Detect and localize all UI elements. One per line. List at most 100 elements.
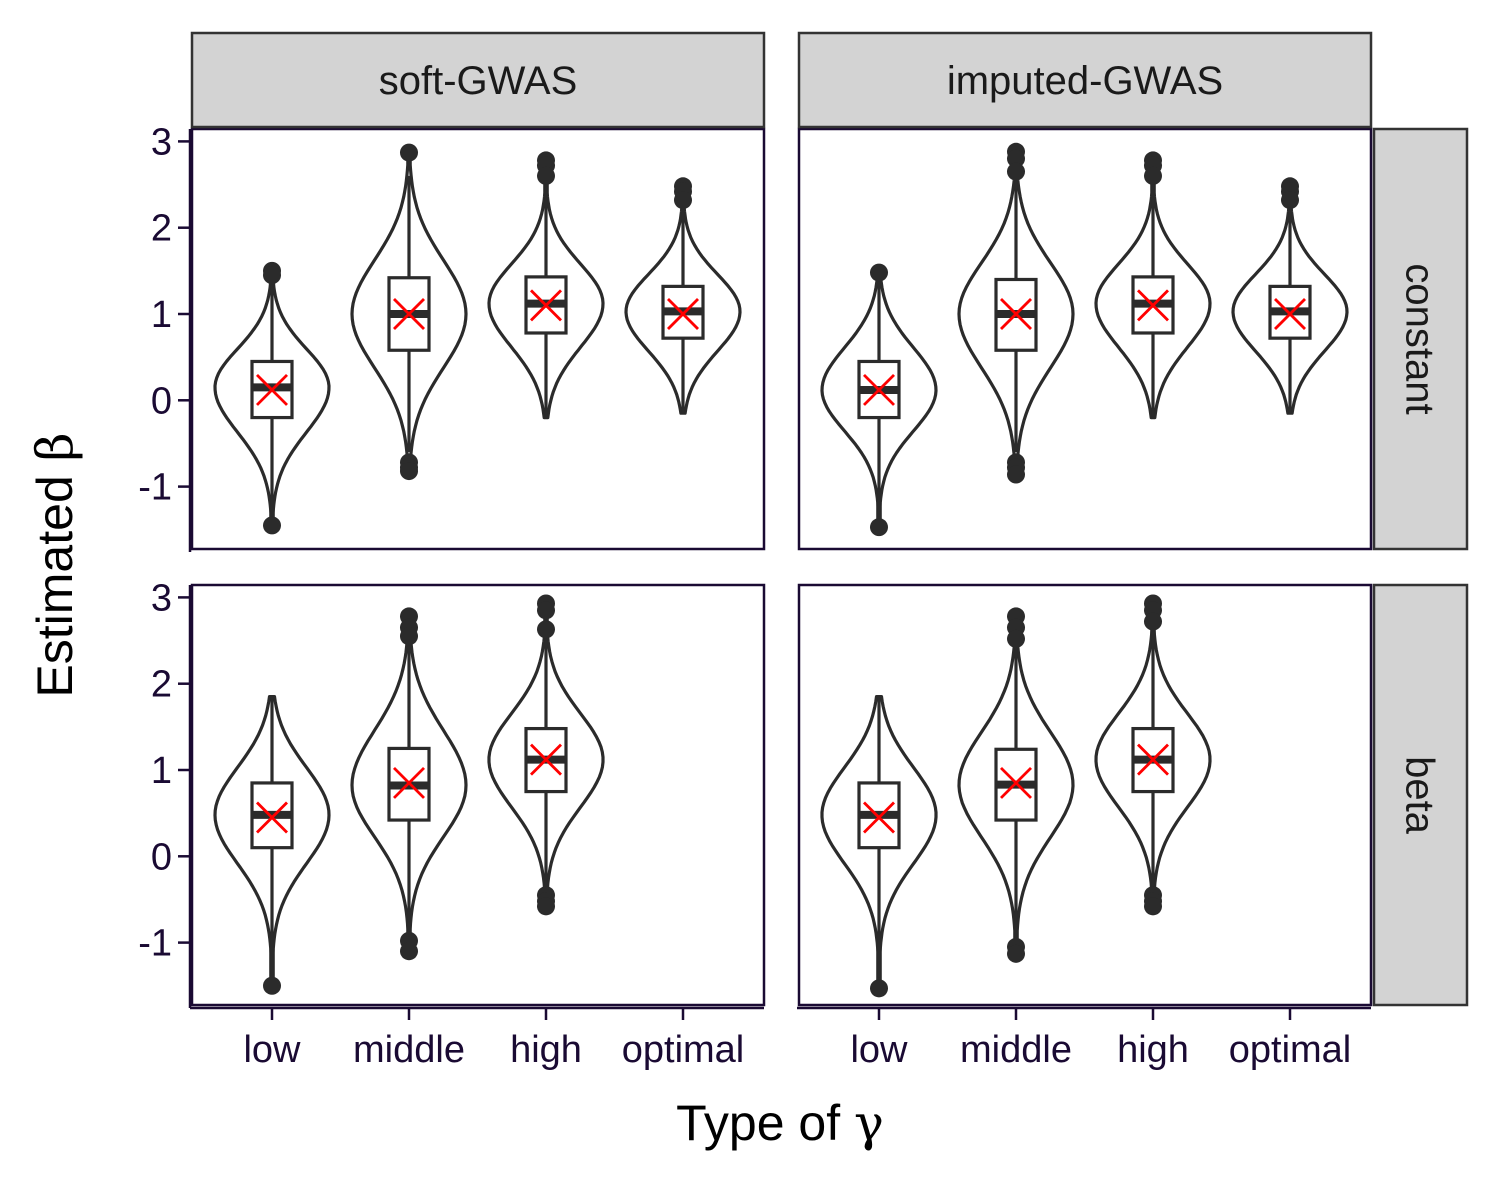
mean-marker-stroke <box>393 766 425 799</box>
outlier-point <box>263 266 281 285</box>
violin-group-middle <box>350 607 468 961</box>
facet-strip-bg <box>1372 127 1469 551</box>
mean-marker-stroke <box>530 289 562 322</box>
facet-strip-label: imputed-GWAS <box>947 59 1223 103</box>
outlier-point <box>537 897 555 916</box>
panel-imputed-gwas-constant <box>797 127 1373 551</box>
x-tick-label-middle: middle <box>960 1029 1072 1071</box>
outlier-point <box>400 462 418 481</box>
violin-group-high <box>1094 151 1212 420</box>
y-axis-title-symbol: β <box>26 432 84 461</box>
facet-strip-label: beta <box>1398 756 1442 835</box>
x-tick-label-low: low <box>850 1029 908 1071</box>
outlier-point <box>1007 149 1025 168</box>
y-tick-label: 0 <box>151 380 172 422</box>
outlier-point <box>870 263 888 282</box>
mean-marker-stroke <box>1137 743 1169 776</box>
outlier-point <box>870 518 888 537</box>
mean-marker <box>1000 766 1032 799</box>
outlier-point <box>1007 629 1025 648</box>
violin-group-high <box>1094 594 1212 916</box>
mean-marker <box>256 801 288 834</box>
outlier-point <box>400 942 418 961</box>
y-tick-label: -1 <box>138 467 172 509</box>
panel-imputed-gwas-beta <box>797 583 1373 1007</box>
y-tick-label: 1 <box>151 294 172 336</box>
mean-marker-stroke <box>1000 298 1032 330</box>
outlier-point <box>263 976 281 995</box>
violin-group-high <box>487 151 605 420</box>
mean-marker-stroke <box>667 298 699 330</box>
facet-strip-imputed-gwas: imputed-GWAS <box>797 31 1373 129</box>
outlier-point <box>1144 897 1162 916</box>
mean-marker-stroke <box>863 373 895 406</box>
mean-marker-stroke <box>530 743 562 776</box>
outlier-point <box>674 191 692 210</box>
x-tick-label-low: low <box>243 1029 301 1071</box>
violin-group-middle <box>957 142 1075 484</box>
mean-marker-stroke <box>393 298 425 330</box>
mean-marker-stroke <box>256 373 288 406</box>
violin-outline <box>820 695 938 988</box>
y-tick-label: 0 <box>151 836 172 878</box>
mean-marker <box>530 289 562 322</box>
facet-strip-beta: beta <box>1372 583 1469 1007</box>
facet-strip-label: constant <box>1398 263 1442 414</box>
violin-group-low <box>213 261 331 535</box>
outlier-point <box>537 601 555 620</box>
outlier-point <box>400 143 418 162</box>
outlier-point <box>870 979 888 998</box>
x-tick-label-middle: middle <box>353 1029 465 1071</box>
outlier-point <box>1007 162 1025 181</box>
facet-strip-soft-gwas: soft-GWAS <box>190 31 766 129</box>
facet-strip-bg <box>190 31 766 129</box>
mean-marker <box>863 801 895 834</box>
y-axis-constant: 3 2 1 0 -1 <box>138 121 192 552</box>
outlier-point <box>263 516 281 535</box>
x-axis-title-text: Type of <box>676 1095 854 1151</box>
mean-marker-stroke <box>1137 289 1169 322</box>
y-tick-label: 3 <box>151 577 172 619</box>
violin-group-middle <box>350 143 468 481</box>
facet-strips-layer: soft-GWAS imputed-GWAS constant beta <box>190 31 1469 1007</box>
facet-strip-label: soft-GWAS <box>379 59 578 103</box>
facet-strip-constant: constant <box>1372 127 1469 551</box>
violin-group-optimal <box>1231 177 1349 415</box>
outlier-point <box>1007 944 1025 963</box>
outlier-point <box>537 620 555 639</box>
x-axis-title: Type of γ <box>676 1094 884 1152</box>
axes-layer: 3 2 1 0 -1 3 2 1 0 -1 low middle high optimal low middl… <box>138 121 1371 1071</box>
x-axis-soft-gwas: low middle high optimal <box>190 1006 764 1071</box>
violin-group-middle <box>957 607 1075 963</box>
x-tick-label-high: high <box>1117 1029 1189 1071</box>
x-axis-imputed-gwas: low middle high optimal <box>797 1006 1371 1071</box>
mean-marker <box>530 743 562 776</box>
y-axis-beta: 3 2 1 0 -1 <box>138 577 192 1008</box>
facet-strip-bg <box>797 31 1373 129</box>
mean-marker <box>1137 289 1169 322</box>
mean-marker <box>393 298 425 330</box>
violin-outline <box>213 695 331 983</box>
outlier-point <box>1281 191 1299 210</box>
facet-strip-bg <box>1372 583 1469 1007</box>
x-tick-label-optimal: optimal <box>622 1029 745 1071</box>
violin-group-optimal <box>624 177 742 415</box>
violin-group-low <box>820 695 938 998</box>
violin-group-high <box>487 594 605 916</box>
violin-group-low <box>820 263 938 537</box>
outlier-point <box>1144 612 1162 631</box>
x-tick-label-high: high <box>510 1029 582 1071</box>
panels-layer <box>190 127 1373 1007</box>
panel-soft-gwas-constant <box>190 127 766 551</box>
y-tick-label: 3 <box>151 121 172 163</box>
mean-marker <box>863 373 895 406</box>
y-tick-label: 1 <box>151 750 172 792</box>
y-axis-title: Estimated β <box>26 432 84 697</box>
x-axis-title-symbol: γ <box>854 1094 884 1152</box>
outlier-point <box>400 627 418 646</box>
mean-marker <box>1274 298 1306 330</box>
x-tick-label-optimal: optimal <box>1229 1029 1352 1071</box>
outlier-point <box>537 166 555 185</box>
mean-marker-stroke <box>1274 298 1306 330</box>
